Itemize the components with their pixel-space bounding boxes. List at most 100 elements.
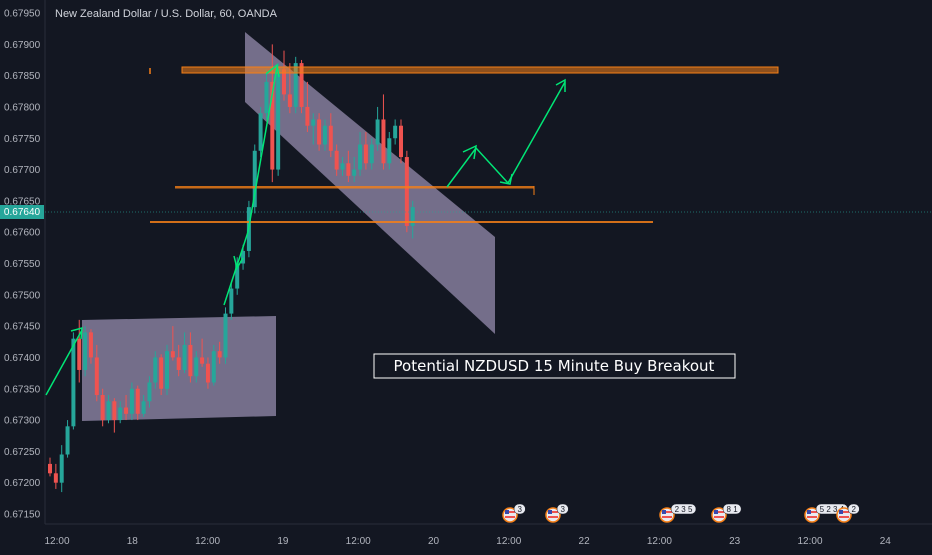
event-count: 5 2 3 4 — [820, 505, 845, 514]
candle[interactable] — [375, 106, 380, 151]
flag-stripe — [548, 516, 558, 518]
candle[interactable] — [404, 150, 409, 233]
candle[interactable] — [328, 113, 333, 158]
event-marker[interactable]: 8 1 — [711, 503, 742, 523]
y-tick-label: 0.67650 — [4, 196, 41, 207]
candle[interactable] — [48, 457, 52, 477]
candle[interactable] — [311, 113, 316, 145]
candle[interactable] — [317, 113, 322, 151]
candle-body — [375, 119, 380, 145]
arrow-path-2[interactable] — [223, 66, 278, 306]
candle[interactable] — [276, 63, 281, 176]
candle[interactable] — [346, 150, 351, 183]
event-marker[interactable]: 3 — [545, 503, 569, 523]
candle[interactable] — [124, 395, 129, 421]
x-tick-label: 12:00 — [346, 536, 371, 547]
resistance-zone[interactable] — [181, 66, 779, 74]
candle[interactable] — [71, 332, 76, 430]
candle[interactable] — [200, 338, 205, 367]
candle[interactable] — [381, 94, 386, 170]
candle-body — [200, 357, 205, 364]
candle[interactable] — [322, 119, 327, 151]
flag-canton — [807, 510, 811, 514]
candle[interactable] — [94, 344, 99, 402]
candle[interactable] — [59, 445, 64, 493]
event-marker[interactable]: 2 — [836, 503, 860, 523]
candle[interactable] — [112, 398, 117, 433]
arrow-head-2b — [233, 255, 244, 270]
candle-body — [311, 119, 316, 126]
candle[interactable] — [258, 106, 263, 158]
candle[interactable] — [229, 282, 234, 320]
candle-body — [340, 163, 345, 170]
candle[interactable] — [217, 341, 222, 364]
candle[interactable] — [334, 144, 339, 176]
candle[interactable] — [176, 344, 181, 377]
candle[interactable] — [387, 131, 392, 170]
x-tick-label: 12:00 — [195, 536, 220, 547]
candle-body — [252, 150, 257, 208]
candle[interactable] — [153, 351, 158, 389]
candle[interactable] — [135, 385, 140, 421]
candle[interactable] — [165, 344, 169, 396]
candle[interactable] — [399, 119, 403, 164]
candle-body — [352, 169, 357, 176]
candle[interactable] — [358, 131, 363, 176]
candle[interactable] — [211, 344, 216, 386]
candle[interactable] — [340, 157, 345, 176]
candle[interactable] — [53, 463, 58, 489]
candle[interactable] — [194, 351, 199, 383]
candle[interactable] — [223, 307, 228, 364]
candle[interactable] — [141, 395, 146, 417]
candle-body — [346, 163, 351, 176]
arrow-path-3[interactable] — [446, 81, 566, 188]
support-level[interactable] — [150, 221, 653, 223]
breakout-level[interactable] — [175, 186, 534, 189]
candle[interactable] — [282, 50, 286, 101]
candle[interactable] — [369, 138, 374, 170]
candle-body — [205, 363, 210, 383]
candle[interactable] — [88, 329, 93, 364]
y-tick-label: 0.67300 — [4, 416, 41, 427]
event-marker[interactable]: 3 — [502, 503, 526, 523]
candle-body — [118, 407, 123, 421]
y-tick-label: 0.67600 — [4, 228, 41, 239]
candle[interactable] — [393, 119, 398, 145]
candle[interactable] — [106, 395, 111, 424]
candle[interactable] — [205, 357, 210, 389]
candle[interactable] — [129, 382, 134, 421]
candle[interactable] — [159, 354, 164, 396]
event-marker[interactable]: 5 2 3 4 — [804, 503, 849, 523]
candle-body — [299, 63, 304, 107]
annotation-box[interactable] — [373, 353, 736, 379]
candle[interactable] — [118, 401, 123, 424]
candle[interactable] — [65, 420, 70, 458]
event-marker[interactable]: 2 3 5 — [659, 503, 697, 523]
candle[interactable] — [410, 200, 415, 239]
candle-body — [65, 426, 70, 455]
candle-body — [264, 81, 269, 114]
candle[interactable] — [147, 376, 152, 408]
candle-body — [135, 388, 140, 414]
arrow-path-1[interactable] — [45, 329, 83, 396]
candle[interactable] — [182, 332, 187, 374]
candle[interactable] — [363, 131, 368, 170]
candle-body — [223, 313, 228, 358]
flag-canton — [662, 510, 666, 514]
candle[interactable] — [264, 69, 269, 120]
candle[interactable] — [83, 326, 88, 377]
candle-body — [88, 332, 93, 358]
candle[interactable] — [100, 388, 105, 427]
candle[interactable] — [188, 332, 193, 383]
candle[interactable] — [293, 56, 298, 114]
candle[interactable] — [352, 157, 357, 183]
candle[interactable] — [170, 326, 175, 361]
economic-events[interactable]: 3 3 2 3 5 8 1 5 2 3 4 2 — [502, 503, 860, 523]
candle[interactable] — [252, 144, 257, 214]
candle[interactable] — [305, 81, 310, 132]
candle[interactable] — [77, 319, 82, 383]
flag-stripe — [714, 511, 724, 513]
flag-stripe — [662, 511, 672, 513]
